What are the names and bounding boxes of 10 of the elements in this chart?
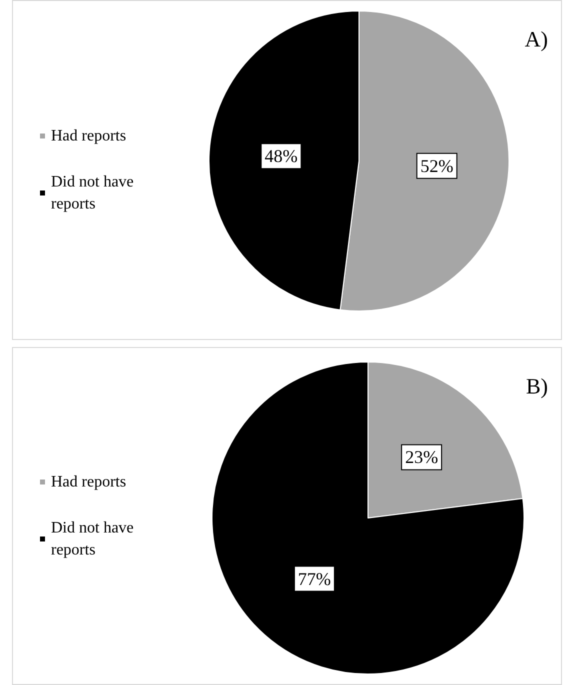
data-label: 48% bbox=[264, 146, 298, 166]
data-label: 52% bbox=[420, 156, 454, 176]
data-label: 77% bbox=[298, 568, 331, 589]
legend-label: Did not have reports bbox=[51, 520, 138, 558]
text: A) bbox=[524, 26, 548, 52]
data-label: 23% bbox=[405, 447, 438, 468]
text: B) bbox=[526, 374, 548, 398]
legend-label: Had reports bbox=[51, 128, 126, 144]
legend-label: Did not have reports bbox=[51, 174, 138, 212]
legend-label: Had reports bbox=[51, 474, 126, 490]
